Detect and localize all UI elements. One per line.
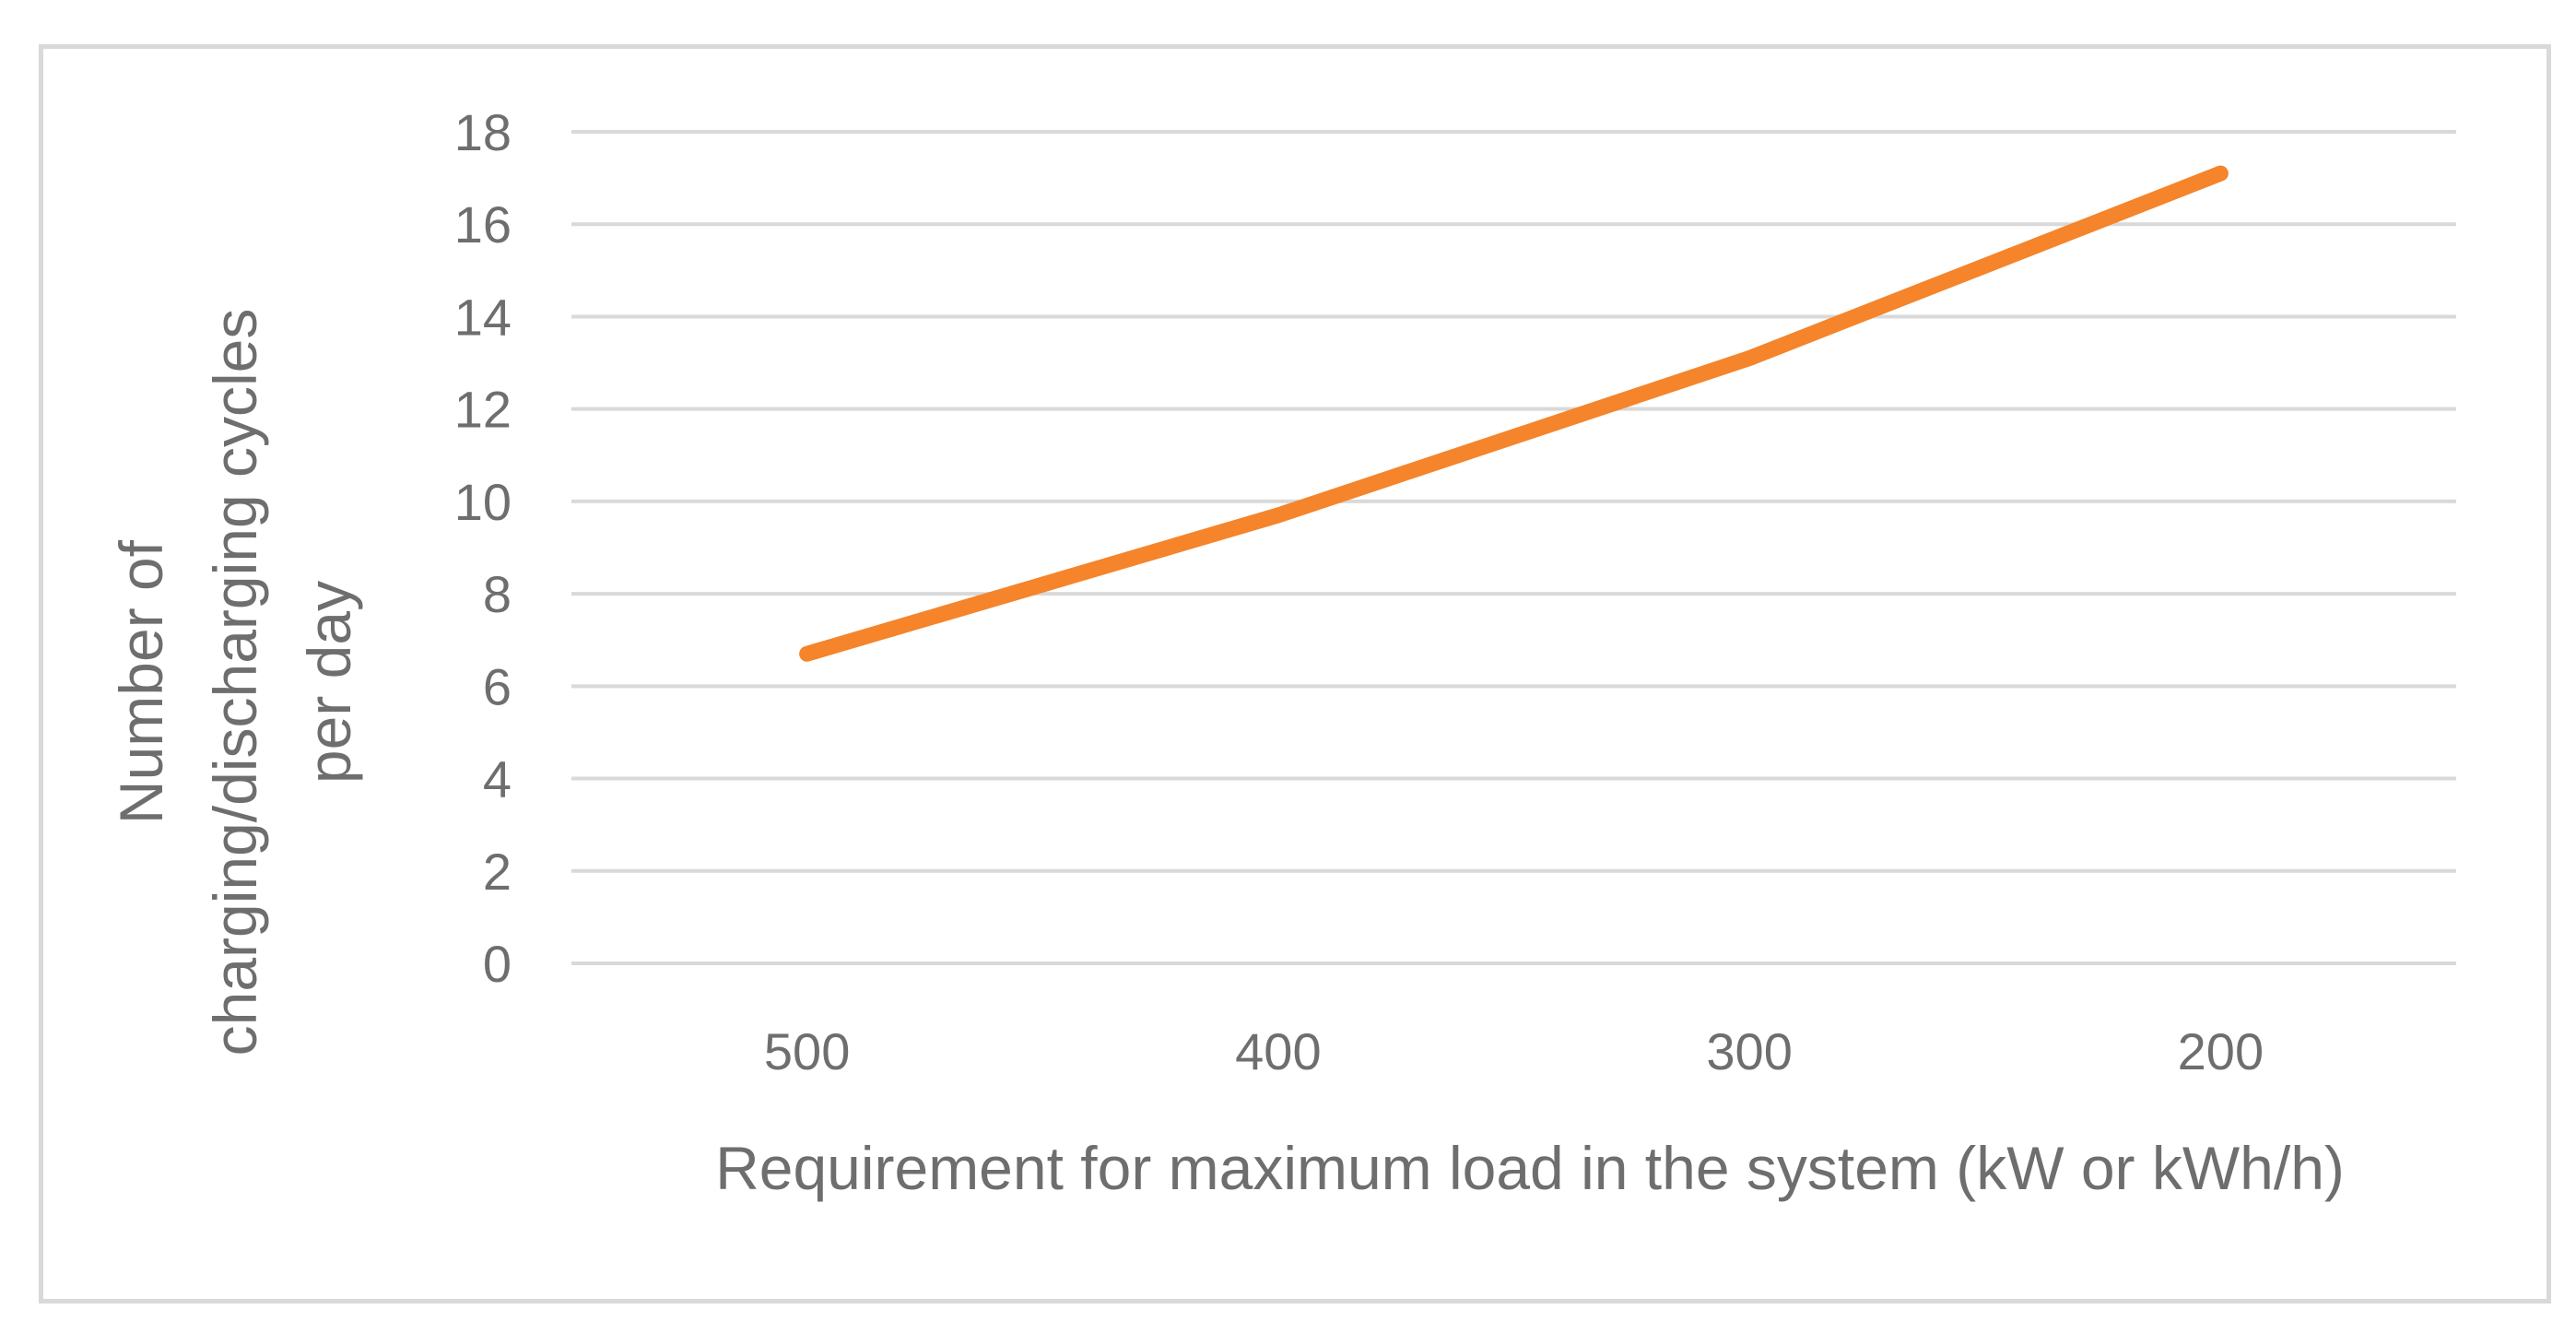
- y-tick-label-12: 12: [454, 381, 512, 439]
- data-point-300: [1748, 357, 1751, 360]
- x-tick-label-400: 400: [1235, 1022, 1321, 1080]
- series-line-0: [799, 165, 2229, 662]
- x-tick-label-200: 200: [2178, 1022, 2264, 1080]
- y-axis-title-line-1: Number of: [107, 539, 175, 824]
- y-tick-label-0: 0: [483, 935, 512, 993]
- y-tick-label-14: 14: [454, 288, 512, 346]
- y-tick-label-16: 16: [454, 195, 512, 254]
- y-axis-ticks: 0 2 4 6 8 10 12 14 16 18: [454, 103, 512, 993]
- x-tick-label-500: 500: [764, 1022, 850, 1080]
- x-tick-label-300: 300: [1706, 1022, 1792, 1080]
- y-axis-title-line-2: charging/discharging cycles: [201, 309, 269, 1056]
- y-tick-label-8: 8: [483, 565, 512, 623]
- y-axis-title: Number of charging/discharging cycles pe…: [107, 309, 363, 1056]
- data-point-400: [1276, 513, 1279, 516]
- y-tick-label-4: 4: [483, 750, 512, 808]
- y-axis-title-line-3: per day: [295, 581, 363, 784]
- data-point-200: [2219, 172, 2222, 175]
- chart-frame: [39, 44, 2551, 1304]
- data-point-500: [806, 653, 808, 655]
- y-tick-label-2: 2: [483, 843, 512, 901]
- y-tick-label-6: 6: [483, 657, 512, 715]
- gridlines: [571, 130, 2456, 965]
- series-layer: [799, 165, 2229, 662]
- y-tick-label-10: 10: [454, 473, 512, 531]
- y-tick-label-18: 18: [454, 103, 512, 161]
- x-axis-title: Requirement for maximum load in the syst…: [715, 1134, 2345, 1202]
- x-axis-ticks: 500 400 300 200: [764, 1022, 2264, 1080]
